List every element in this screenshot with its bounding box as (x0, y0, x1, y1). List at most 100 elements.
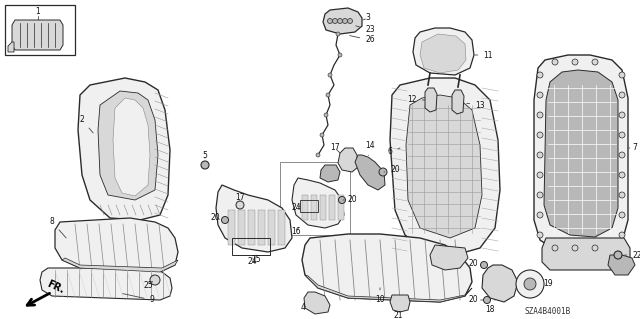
Polygon shape (268, 210, 275, 245)
Text: 26: 26 (349, 35, 375, 44)
Circle shape (537, 212, 543, 218)
Circle shape (320, 133, 324, 137)
Circle shape (619, 72, 625, 78)
Polygon shape (12, 20, 63, 50)
Circle shape (326, 93, 330, 97)
Text: 2: 2 (79, 115, 93, 133)
Text: 11: 11 (475, 50, 493, 60)
Text: 20: 20 (468, 295, 483, 305)
Circle shape (328, 73, 332, 77)
Text: 13: 13 (467, 100, 485, 109)
Circle shape (592, 245, 598, 251)
Polygon shape (113, 98, 150, 196)
Circle shape (221, 217, 228, 224)
Text: FR.: FR. (45, 278, 65, 295)
Polygon shape (320, 195, 326, 220)
Text: 15: 15 (251, 255, 261, 264)
Circle shape (236, 201, 244, 209)
Polygon shape (55, 218, 178, 272)
Text: 16: 16 (291, 227, 301, 236)
Circle shape (333, 19, 337, 24)
Text: 7: 7 (629, 144, 637, 152)
Polygon shape (258, 210, 265, 245)
Circle shape (537, 92, 543, 98)
Polygon shape (482, 265, 518, 302)
Polygon shape (40, 268, 172, 300)
Text: 8: 8 (50, 218, 66, 238)
Text: 9: 9 (123, 293, 154, 305)
Circle shape (516, 270, 544, 298)
Polygon shape (430, 245, 468, 270)
Polygon shape (302, 234, 472, 302)
Text: 23: 23 (356, 26, 375, 34)
Circle shape (328, 19, 333, 24)
Text: 12: 12 (407, 95, 425, 105)
Text: 20: 20 (468, 258, 481, 268)
Circle shape (537, 172, 543, 178)
Circle shape (483, 296, 490, 303)
Text: 17: 17 (330, 144, 340, 153)
Polygon shape (304, 292, 330, 314)
Text: 20: 20 (384, 166, 400, 174)
Circle shape (552, 245, 558, 251)
Polygon shape (305, 275, 472, 302)
Circle shape (537, 112, 543, 118)
Circle shape (619, 172, 625, 178)
Circle shape (150, 275, 160, 285)
Polygon shape (320, 165, 340, 182)
Text: 21: 21 (393, 310, 403, 319)
Circle shape (572, 245, 578, 251)
Polygon shape (238, 210, 245, 245)
Polygon shape (390, 78, 500, 255)
Circle shape (316, 153, 320, 157)
Polygon shape (5, 5, 75, 55)
Polygon shape (355, 155, 385, 190)
Polygon shape (608, 255, 635, 275)
Circle shape (324, 113, 328, 117)
Circle shape (619, 112, 625, 118)
Text: 10: 10 (375, 288, 385, 305)
Polygon shape (311, 195, 317, 220)
Polygon shape (302, 195, 308, 220)
Text: 25: 25 (143, 280, 153, 290)
Circle shape (537, 192, 543, 198)
Circle shape (614, 251, 622, 259)
Circle shape (537, 232, 543, 238)
Text: 6: 6 (388, 147, 400, 157)
Polygon shape (62, 258, 178, 272)
Circle shape (592, 59, 598, 65)
Circle shape (336, 32, 340, 36)
Text: 24: 24 (247, 257, 257, 266)
Polygon shape (420, 34, 466, 73)
Circle shape (537, 72, 543, 78)
Circle shape (619, 212, 625, 218)
Circle shape (619, 192, 625, 198)
Polygon shape (425, 88, 437, 112)
Circle shape (619, 232, 625, 238)
Polygon shape (338, 148, 358, 172)
Text: 14: 14 (365, 140, 375, 155)
Text: 18: 18 (485, 300, 495, 315)
Text: 24: 24 (291, 204, 301, 212)
Polygon shape (338, 195, 344, 220)
Circle shape (379, 168, 387, 176)
Circle shape (337, 19, 342, 24)
Circle shape (339, 197, 346, 204)
Polygon shape (413, 28, 474, 75)
Circle shape (201, 161, 209, 169)
Polygon shape (78, 78, 170, 220)
Circle shape (338, 53, 342, 57)
Text: 3: 3 (363, 13, 371, 23)
Polygon shape (292, 178, 344, 228)
Circle shape (481, 262, 488, 269)
Polygon shape (323, 8, 362, 34)
Circle shape (619, 152, 625, 158)
Circle shape (342, 19, 348, 24)
Circle shape (348, 19, 353, 24)
Polygon shape (8, 42, 14, 52)
Text: 17: 17 (235, 194, 245, 203)
Polygon shape (278, 210, 285, 245)
Text: SZA4B4001B: SZA4B4001B (525, 308, 571, 316)
Polygon shape (406, 95, 482, 238)
Text: 20: 20 (343, 196, 357, 204)
